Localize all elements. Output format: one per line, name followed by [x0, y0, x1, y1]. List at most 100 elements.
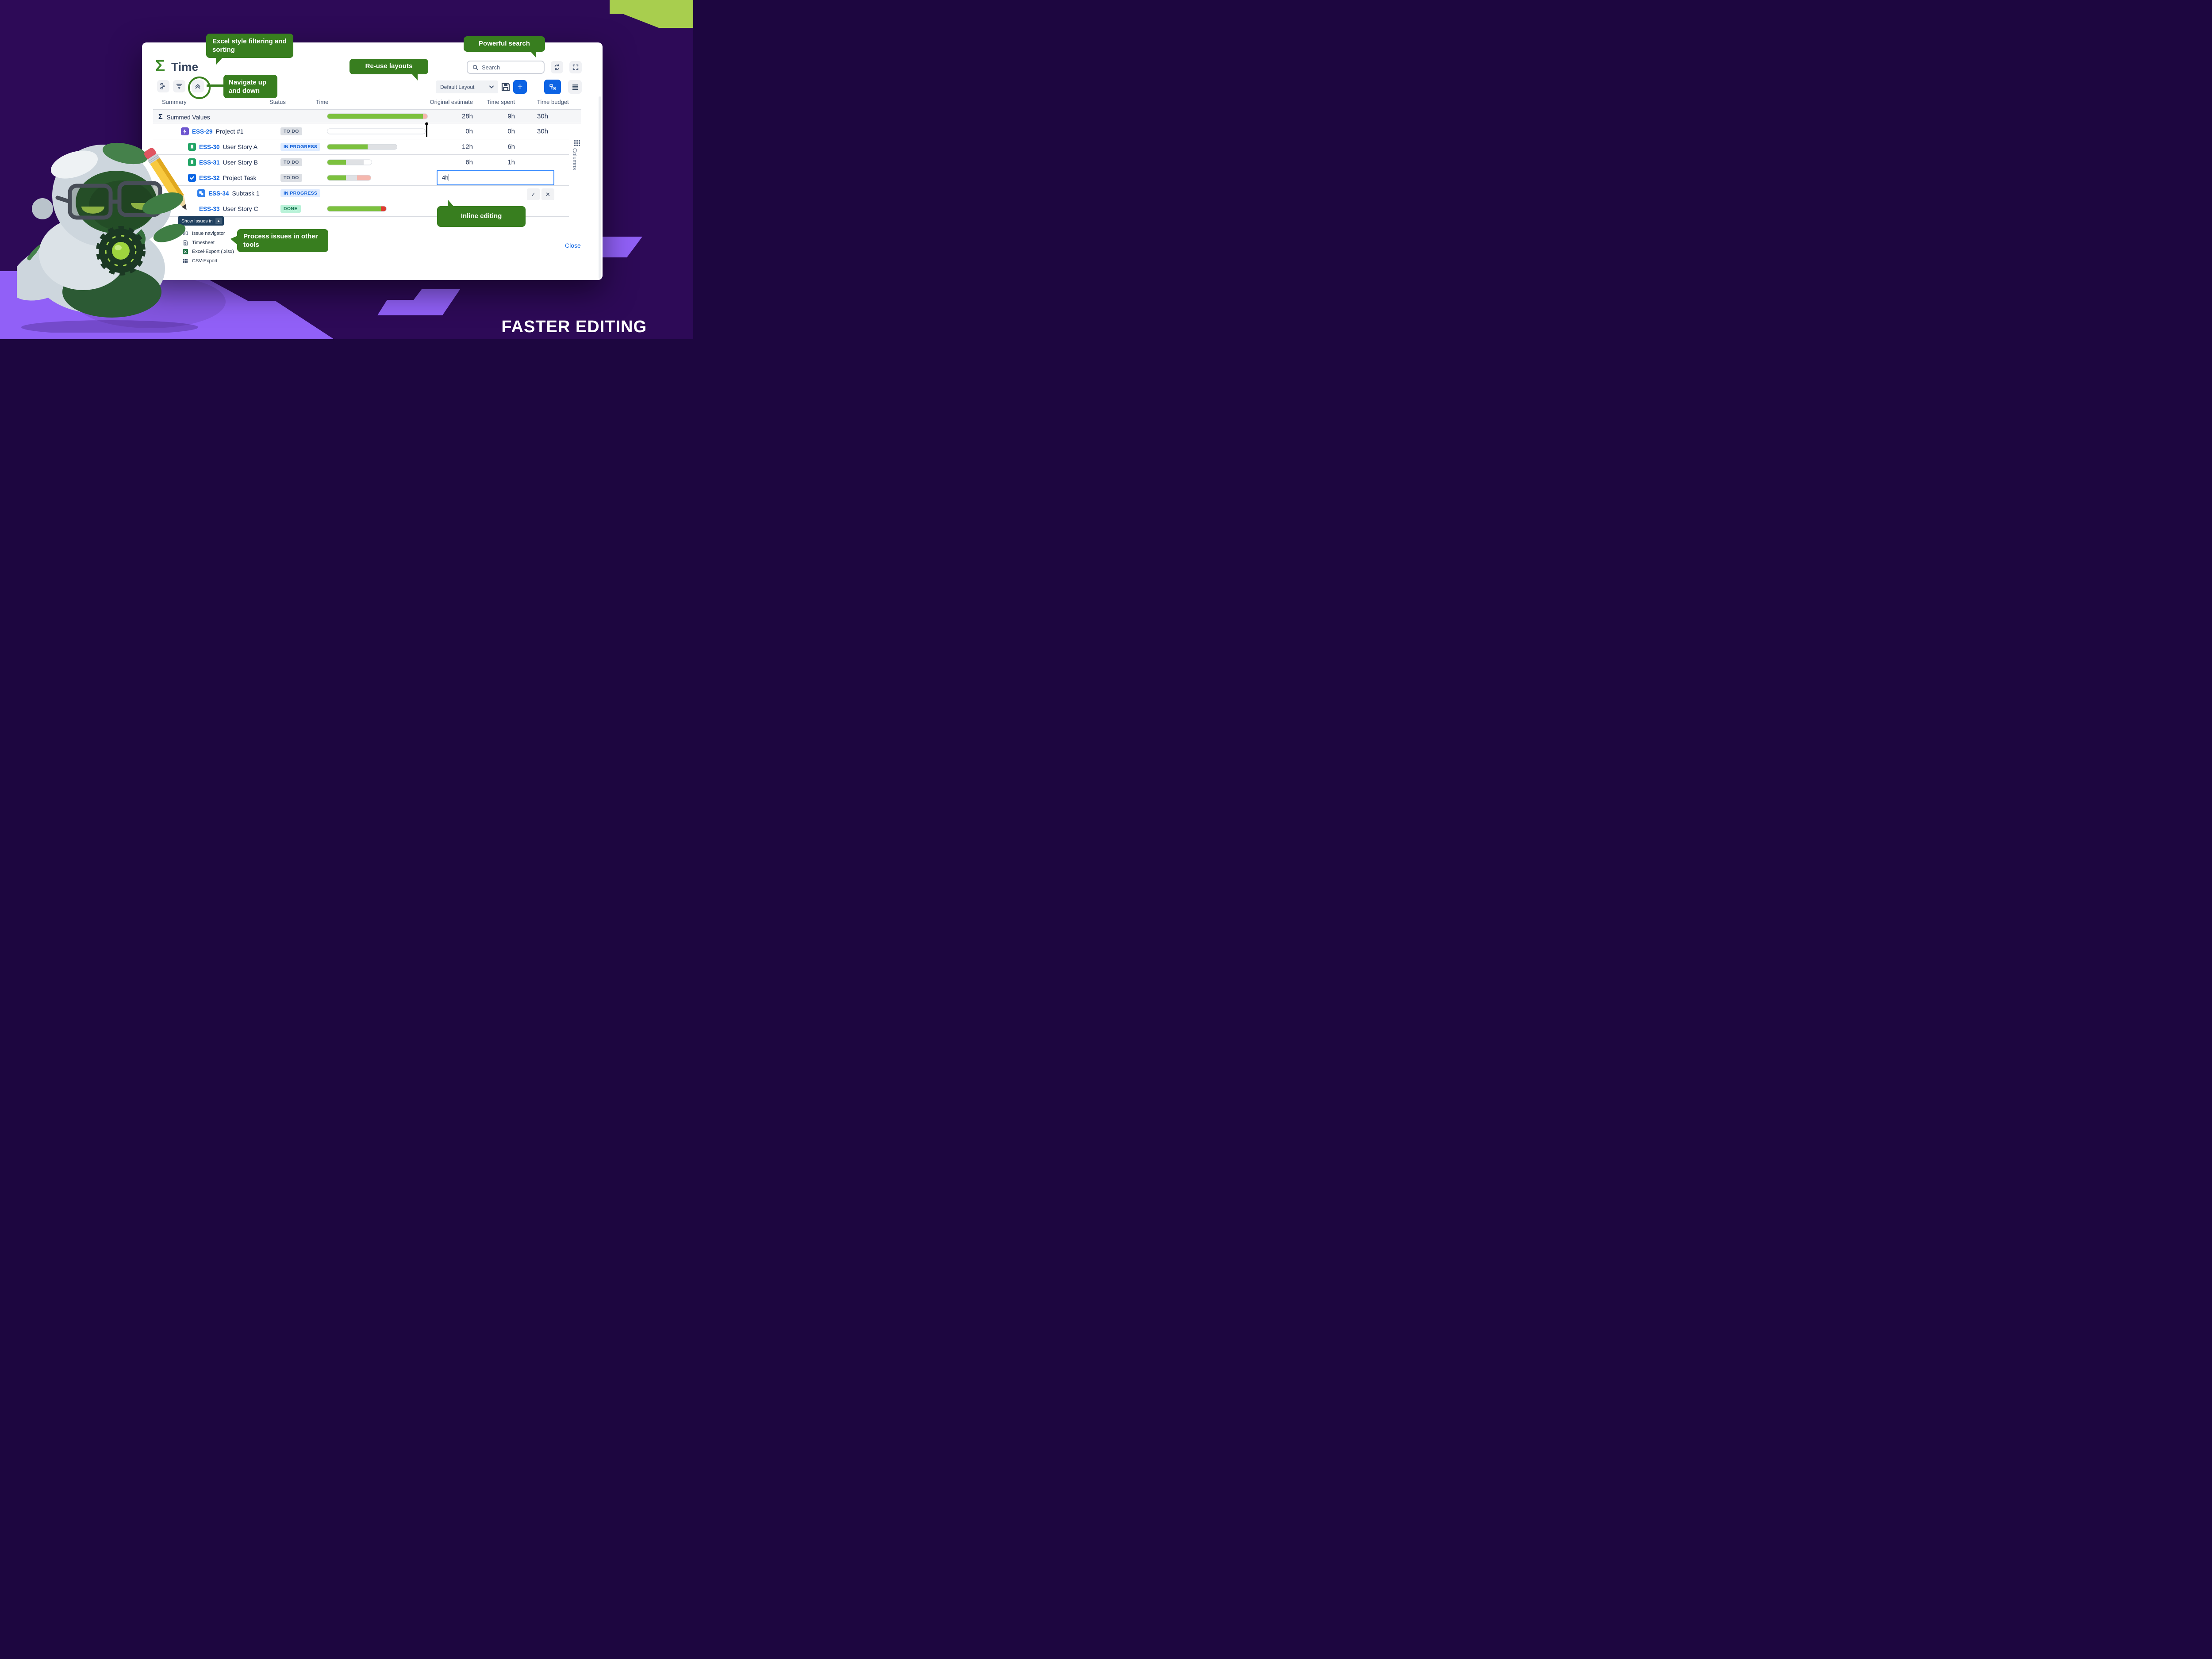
callout-highlight-ring [188, 77, 211, 99]
plus-icon: + [517, 82, 523, 92]
filter-button[interactable] [173, 80, 185, 92]
search-input[interactable]: Search [467, 61, 545, 74]
table-row-ESS-34[interactable]: ESS-34 Subtask 1 IN PROGRESS [153, 186, 569, 201]
list-view-button[interactable] [568, 80, 582, 94]
col-header-time-budget[interactable]: Time budget [537, 99, 569, 105]
issue-key[interactable]: ESS-34 [208, 190, 229, 197]
inline-edit-input[interactable]: 4h [437, 170, 554, 185]
menu-item-label: Issue navigator [192, 231, 225, 237]
sigma-icon: Σ [158, 113, 163, 121]
app-title: Time [171, 60, 199, 73]
summary-original-estimate: 28h [461, 112, 473, 120]
callout-other-tools: Process issues in other tools [230, 229, 328, 252]
issue-title: Project #1 [215, 128, 244, 135]
fullscreen-icon [572, 64, 579, 70]
table-row-ESS-32[interactable]: ESS-32 Project Task TO DO [153, 170, 569, 186]
add-layout-button[interactable]: + [513, 80, 527, 94]
callout-tail [216, 57, 223, 65]
task-icon [188, 174, 196, 182]
bar-segment-green [327, 144, 368, 149]
group-rows-button[interactable] [157, 80, 169, 92]
callout-navigate: Navigate up and down [223, 75, 277, 98]
bar-segment-pink [357, 175, 371, 180]
search-placeholder: Search [482, 64, 500, 71]
show-issues-in-button[interactable]: Show Issues in ▲ [178, 216, 224, 226]
original-estimate-value[interactable]: 6h [465, 158, 473, 166]
table-row-ESS-31[interactable]: ESS-31 User Story B TO DO 6h 1h [153, 155, 569, 170]
time-progress-bar [327, 175, 371, 181]
issue-navigator-icon [183, 231, 188, 236]
issue-key[interactable]: ESS-30 [199, 143, 220, 150]
story-icon [188, 143, 196, 151]
issue-title: User Story B [223, 159, 258, 166]
cancel-button[interactable]: ✕ [541, 188, 554, 200]
table-row-ESS-29[interactable]: ESS-29 Project #1 TO DO 0h 0h 30h [153, 122, 569, 139]
menu-item-label: CSV-Export [192, 258, 218, 264]
time-progress-bar [327, 122, 428, 137]
col-header-time[interactable]: Time [316, 99, 329, 105]
callout-connector-line [207, 84, 225, 87]
callout-tail [230, 236, 238, 245]
folder-tree-icon [549, 84, 556, 90]
menu-item-label: Excel-Export (.xlsx) [192, 249, 234, 255]
refresh-button[interactable] [551, 61, 563, 73]
menu-item-excel-export-xlsx[interactable]: Excel-Export (.xlsx) [183, 247, 234, 257]
summary-time-budget: 30h [537, 112, 549, 120]
time-budget-value[interactable]: 30h [537, 127, 549, 135]
menu-item-label: Timesheet [192, 240, 215, 245]
close-link[interactable]: Close [565, 242, 581, 249]
bar-segment-green [327, 175, 346, 180]
tree-view-button[interactable] [544, 80, 561, 94]
bar-segment-green [327, 114, 423, 119]
col-header-original-estimate[interactable]: Original estimate [430, 99, 473, 105]
callout-filtering-label: Excel style filtering and sorting [212, 38, 287, 54]
bar-segment-pink [423, 114, 427, 119]
table-row-ESS-33[interactable]: ESS-33 User Story C DONE [153, 201, 569, 217]
time-spent-value[interactable]: 0h [507, 127, 515, 135]
table-row-ESS-30[interactable]: ESS-30 User Story A IN PROGRESS 12h 6h [153, 139, 569, 155]
issue-title: Subtask 1 [232, 190, 260, 197]
callout-inline-label: Inline editing [461, 212, 502, 220]
time-progress-bar [327, 144, 397, 150]
summary-row: Σ Summed Values 28h 9h 30h [153, 109, 581, 123]
columns-grid-icon[interactable] [574, 140, 580, 148]
issue-key[interactable]: ESS-33 [199, 205, 220, 212]
headline: FASTER EDITING [501, 318, 647, 336]
issue-menu-items: Issue navigator Timesheet Excel-Export (.x… [183, 229, 234, 265]
app-window: Σ Time Search Default Layout [142, 42, 603, 280]
confirm-button[interactable]: ✓ [527, 188, 540, 200]
story-icon [188, 158, 196, 166]
status-badge: DONE [280, 205, 301, 213]
original-estimate-value[interactable]: 12h [461, 143, 473, 151]
layout-select[interactable]: Default Layout [436, 80, 498, 93]
epic-icon [181, 127, 189, 135]
col-header-status[interactable]: Status [269, 99, 286, 105]
issue-title: User Story C [223, 205, 258, 212]
issue-key[interactable]: ESS-32 [199, 174, 220, 181]
bar-segment-gray [346, 160, 364, 165]
time-spent-value[interactable]: 1h [507, 158, 515, 166]
col-header-summary[interactable]: Summary [162, 99, 187, 105]
fullscreen-button[interactable] [569, 61, 582, 73]
issue-key[interactable]: ESS-31 [199, 159, 220, 166]
save-layout-button[interactable] [500, 81, 511, 95]
scrollbar-strip[interactable] [599, 96, 601, 279]
bar-segment-red [381, 206, 386, 211]
inline-edit-value: 4h [442, 174, 449, 181]
callout-layouts-label: Re-use layouts [365, 62, 413, 70]
bar-segment-empty [327, 129, 425, 134]
menu-item-issue-navigator[interactable]: Issue navigator [183, 229, 234, 238]
time-spent-value[interactable]: 6h [507, 143, 515, 151]
menu-item-timesheet[interactable]: Timesheet [183, 238, 234, 248]
bar-segment-green [327, 206, 381, 211]
original-estimate-value[interactable]: 0h [465, 127, 473, 135]
bar-segment-empty [364, 160, 372, 165]
col-header-time-spent[interactable]: Time spent [487, 99, 515, 105]
menu-item-csv-export[interactable]: CSV-Export [183, 257, 234, 266]
issue-key[interactable]: ESS-29 [192, 128, 213, 135]
columns-tab[interactable]: Columns [572, 148, 578, 170]
bar-segment-green [327, 160, 346, 165]
text-cursor-pin [425, 122, 428, 137]
timesheet-icon [183, 240, 188, 245]
callout-tail [530, 51, 536, 58]
